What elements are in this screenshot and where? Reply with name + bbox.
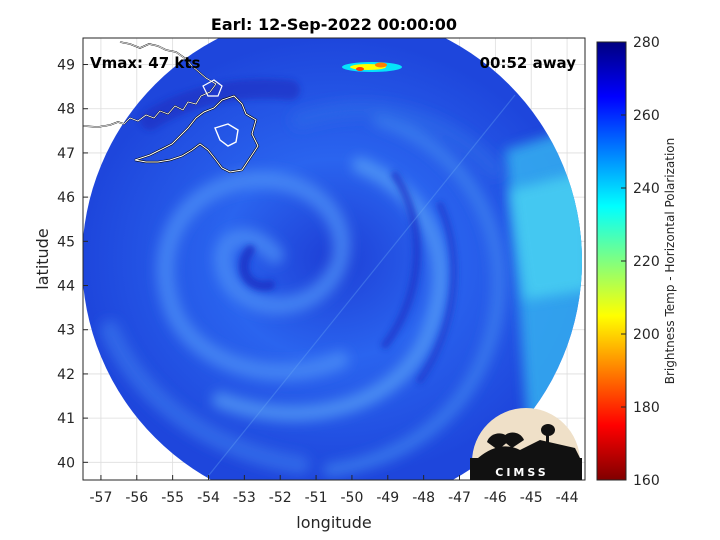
vmax-label: Vmax: 47 kts [90,54,200,72]
x-tick-label: -46 [484,490,507,506]
spiral-band-1 [156,170,351,381]
dark-band-2 [416,201,458,384]
time-away-label: 00:52 away [480,54,577,72]
y-tick-label: 41 [57,411,75,427]
colorbar-tick-label: 200 [633,327,660,343]
y-tick-label: 47 [57,146,75,162]
x-tick-label: -57 [89,490,112,506]
x-tick-label: -44 [556,490,579,506]
cimss-logo: CIMSS [470,408,582,480]
y-tick-label: 42 [57,367,75,383]
swath-cyan-patch [510,170,582,300]
x-tick-label: -52 [269,490,292,506]
swath-group [83,38,582,480]
spiral-band-4 [100,320,310,475]
x-tick-label: -53 [233,490,256,506]
colorbar-tick-label: 280 [633,35,660,51]
x-tick-label: -55 [161,490,184,506]
x-tick-label: -56 [125,490,148,506]
spiral-band-3 [323,113,506,477]
coastline-newfoundland [83,41,260,174]
chart-title: Earl: 12-Sep-2022 00:00:00 [211,15,457,34]
colorbar-tick-label: 220 [633,254,660,270]
y-tick-label: 40 [57,455,75,471]
y-tick-label: 49 [57,58,75,74]
y-tick-label: 46 [57,190,75,206]
axes-frame [82,37,586,481]
colorbar-tick-label: 240 [633,181,660,197]
y-tick-label: 43 [57,323,75,339]
x-tick-label: -51 [305,490,328,506]
y-axis-ticks: 40 41 42 43 44 45 46 47 48 49 [57,58,88,471]
colorbar-tick-label: 160 [633,473,660,489]
spiral-band-5 [291,101,504,179]
y-tick-label: 45 [57,234,75,250]
warm-anomaly [342,62,402,72]
x-axis-ticks: -57 -56 -55 -54 -53 -52 -51 -50 -49 -48 -47 -46 -45-… [89,475,579,506]
x-tick-label: -47 [448,490,471,506]
x-tick-label: -54 [197,490,220,506]
scan-seam [204,94,516,480]
x-tick-label: -45 [520,490,543,506]
y-tick-label: 48 [57,102,75,118]
colorbar-ticks: 160 180 200 220 240 260 280 [621,35,660,489]
x-axis-label: longitude [296,513,371,532]
colorbar-tick-label: 180 [633,400,660,416]
y-axis-label: latitude [33,228,52,289]
colorbar-label: Brightness Temp - Horizontal Polarizatio… [663,138,677,385]
colorbar-tick-label: 260 [633,108,660,124]
x-tick-label: -48 [412,490,435,506]
eye-dark [239,245,275,291]
water-tower-icon [546,432,549,458]
x-tick-label: -50 [340,490,363,506]
cimss-logo-text: CIMSS [495,466,548,479]
x-tick-label: -49 [376,490,399,506]
y-tick-label: 44 [57,279,75,295]
dark-band-1 [381,171,421,349]
